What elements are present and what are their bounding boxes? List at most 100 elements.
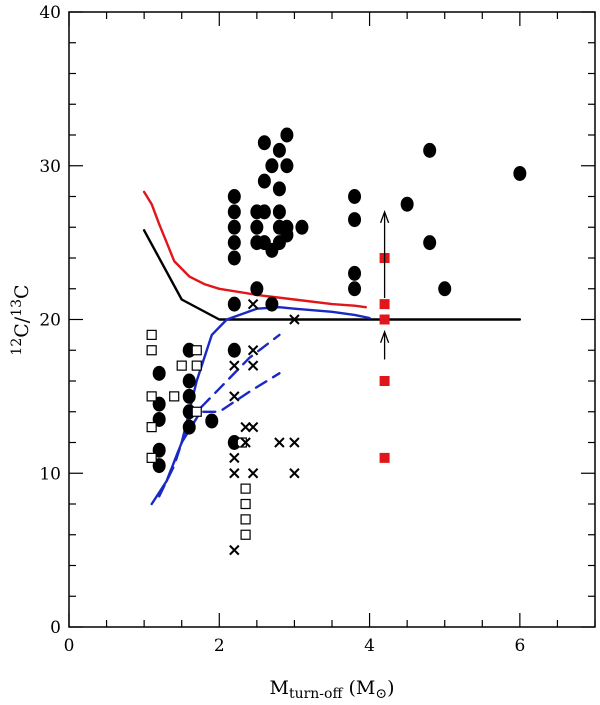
- blue-dashed-upper-line: [157, 333, 281, 498]
- x-axis-label-unit-sub: ⊙: [375, 686, 387, 702]
- cross-point: [229, 544, 240, 556]
- filled-circle-point: [280, 127, 294, 143]
- filled-circle-point: [280, 158, 294, 174]
- filled-circle-point: [348, 212, 362, 228]
- filled-circle-point: [227, 250, 241, 266]
- x-axis-label-unit-open: (M: [342, 677, 375, 699]
- cross-point: [247, 298, 259, 310]
- filled-circle-point: [348, 265, 362, 281]
- open-square-point: [169, 391, 180, 402]
- open-square-point: [146, 345, 157, 356]
- x-tick-label: 0: [64, 636, 75, 656]
- blue-dashed-lower-line: [165, 372, 281, 483]
- cross-point: [289, 314, 300, 325]
- filled-circle-point: [227, 296, 241, 312]
- open-square-point: [191, 360, 202, 371]
- filled-circle-point: [348, 281, 362, 297]
- filled-circle-point: [227, 235, 241, 251]
- filled-circle-point: [348, 189, 362, 204]
- filled-circle-point: [250, 219, 264, 235]
- filled-circle-point: [265, 158, 279, 174]
- cross-point: [229, 391, 240, 402]
- blue-solid-line: [150, 306, 371, 506]
- open-square-point: [146, 422, 157, 433]
- open-square-point: [240, 529, 251, 540]
- filled-circle-point: [227, 219, 241, 235]
- cross-point: [229, 452, 240, 464]
- y-tick-label: 0: [50, 618, 61, 638]
- x-tick-label: 6: [514, 636, 525, 656]
- y-axis-label-sup2: 13: [9, 299, 25, 317]
- cross-point: [247, 468, 259, 479]
- x-axis-label-sub: turn-off: [289, 686, 344, 702]
- x-axis-label-unit-close: ): [387, 677, 394, 699]
- cross-point: [247, 345, 259, 356]
- filled-circle-point: [152, 365, 166, 381]
- y-axis-label-mid: C/: [11, 316, 33, 338]
- filled-circle-point: [257, 204, 271, 220]
- red-square-point: [379, 299, 390, 310]
- cross-point: [289, 468, 300, 479]
- red-square-point: [379, 314, 390, 325]
- x-tick-labels: 0 2 4 6: [64, 636, 526, 656]
- y-tick-label: 20: [39, 311, 61, 331]
- filled-circle-point: [227, 189, 241, 204]
- cross-point: [229, 468, 240, 479]
- limit-arrows: [379, 209, 390, 360]
- open-square-point: [191, 345, 202, 356]
- red-solid-line: [142, 190, 367, 309]
- filled-circle-point: [257, 135, 271, 151]
- filled-circle-point: [257, 173, 271, 189]
- x-tick-label: 4: [364, 636, 375, 656]
- data-markers: [146, 127, 527, 556]
- filled-circle-point: [272, 181, 286, 197]
- y-axis-label-sup1: 12: [9, 338, 25, 356]
- cross-point: [274, 437, 285, 448]
- cross-point: [240, 421, 251, 433]
- y-tick-label: 40: [39, 3, 61, 23]
- open-square-point: [191, 406, 202, 417]
- model-lines: [142, 190, 522, 506]
- x-tick-label: 2: [214, 636, 225, 656]
- cross-point: [289, 437, 300, 448]
- x-axis-label: Mturn-off (M⊙): [269, 677, 394, 702]
- cross-point: [247, 360, 259, 371]
- cross-point: [229, 360, 240, 371]
- filled-circle-point: [280, 227, 294, 243]
- x-axis-label-main: M: [269, 677, 288, 699]
- filled-circle-point: [182, 388, 196, 404]
- y-tick-label: 30: [39, 157, 61, 177]
- filled-circle-point: [295, 219, 309, 235]
- filled-circle-point: [423, 142, 437, 158]
- axis-ticks: [68, 11, 596, 628]
- filled-circle-point: [227, 342, 241, 358]
- lower-limit-arrow-head: [379, 329, 390, 344]
- y-axis-label: 12C/13C: [9, 284, 33, 355]
- open-square-point: [240, 483, 251, 494]
- open-square-point: [240, 514, 251, 525]
- y-tick-label: 10: [39, 464, 61, 484]
- filled-circle-point: [182, 373, 196, 389]
- y-axis-label-end: C: [11, 284, 33, 299]
- filled-circle-point: [205, 413, 219, 429]
- open-square-point: [146, 391, 157, 402]
- cross-point: [229, 437, 240, 448]
- filled-circle-point: [182, 419, 196, 435]
- y-tick-labels: 0 10 20 30 40: [39, 3, 61, 638]
- cross-point: [247, 421, 259, 433]
- black-solid-line: [142, 229, 522, 321]
- filled-circle-point: [423, 235, 437, 251]
- filled-circle-point: [272, 204, 286, 220]
- open-square-point: [240, 498, 251, 510]
- cross-point: [240, 437, 251, 448]
- filled-circle-point: [265, 296, 279, 312]
- open-square-point: [176, 360, 187, 371]
- filled-circle-point: [272, 142, 286, 158]
- open-square-point: [146, 329, 157, 340]
- red-square-point: [379, 452, 390, 463]
- filled-circle-point: [513, 165, 527, 181]
- upper-limit-arrow-head: [379, 209, 390, 224]
- filled-circle-point: [227, 204, 241, 220]
- red-square-point: [379, 376, 390, 386]
